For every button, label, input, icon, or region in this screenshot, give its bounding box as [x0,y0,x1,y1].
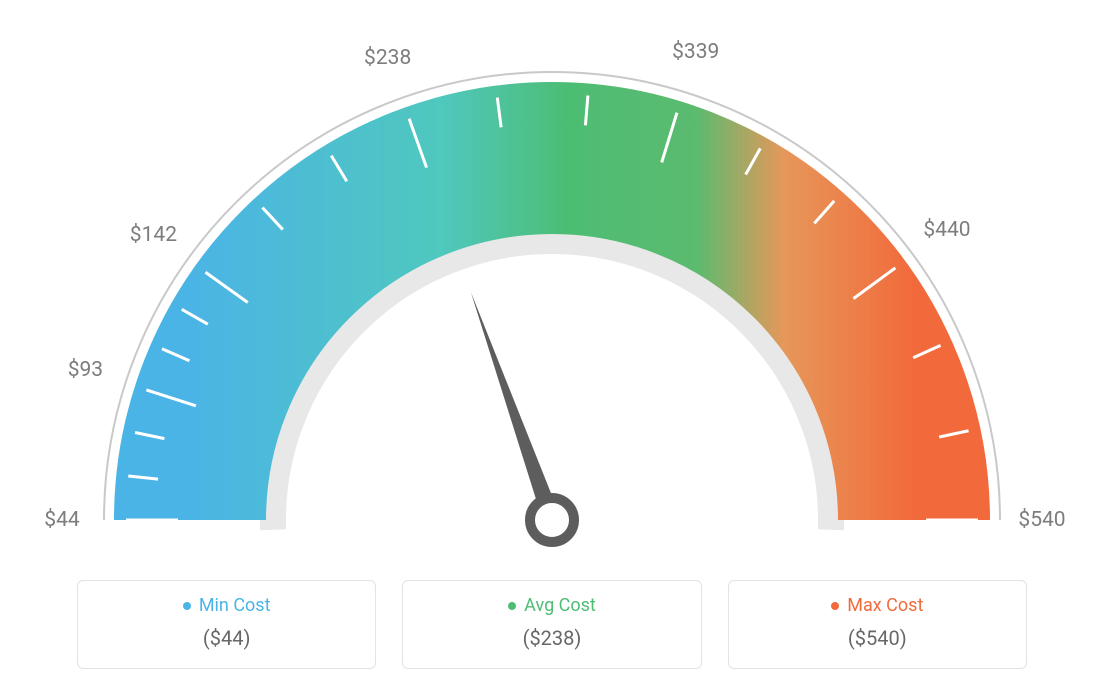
gauge-needle [471,292,561,523]
gauge-tick-label: $339 [672,40,719,64]
legend-card: Max Cost ($540) [728,580,1027,669]
legend-title: Min Cost [199,595,271,616]
legend-title: Avg Cost [524,595,596,616]
gauge-tick-label: $440 [923,218,970,242]
legend-value: ($238) [523,626,582,650]
legend-title: Max Cost [847,595,923,616]
legend-dot-icon [183,602,191,610]
gauge-tick-label: $540 [1018,508,1065,532]
gauge-chart: $44 $93 $142 $238 $339 $440 $540 [0,0,1104,580]
legend-dot-icon [831,602,839,610]
legend-card: Min Cost ($44) [77,580,376,669]
legend-value: ($540) [848,626,907,650]
gauge-tick-label: $238 [364,46,411,70]
legend-row: Min Cost ($44) Avg Cost ($238) Max Cost ($540… [37,580,1067,669]
legend-dot-icon [508,602,516,610]
legend-header: Max Cost [831,595,923,616]
gauge-tick-label: $93 [68,358,103,382]
legend-card: Avg Cost ($238) [402,580,701,669]
gauge-tick-label: $44 [44,508,79,532]
chart-container: $44 $93 $142 $238 $339 $440 $540 Min Cost ($44)… [0,0,1104,690]
gauge-svg [0,0,1104,580]
gauge-needle-hub [530,498,574,542]
gauge-color-band [190,158,914,520]
legend-header: Avg Cost [508,595,596,616]
legend-header: Min Cost [183,595,271,616]
gauge-tick-label: $142 [130,223,177,247]
legend-value: ($44) [203,626,251,650]
